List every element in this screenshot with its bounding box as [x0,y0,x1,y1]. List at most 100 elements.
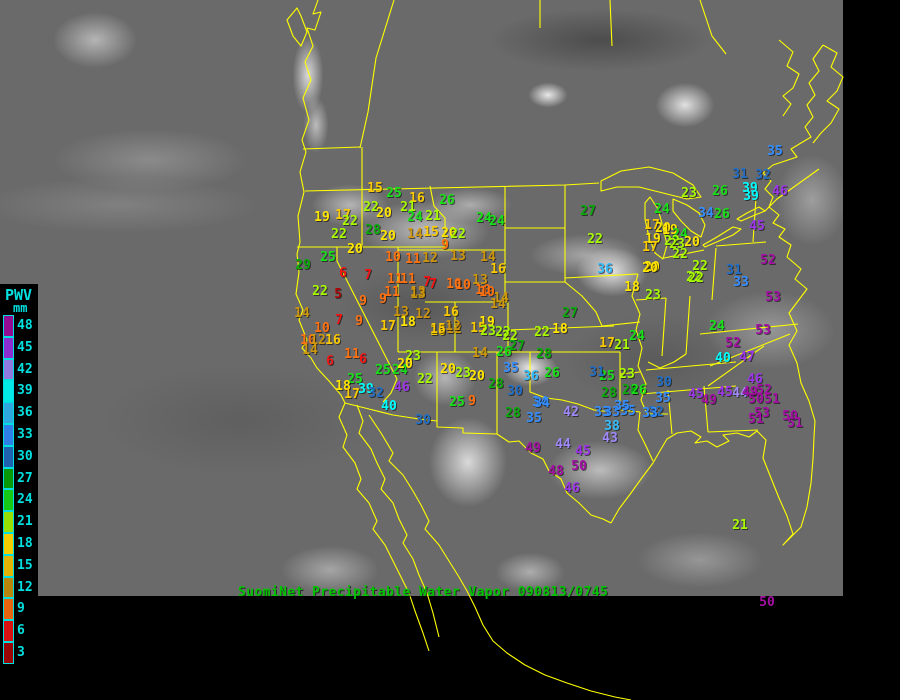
station-value: 45 [575,443,591,459]
station-value: 24 [407,209,423,225]
station-value: 40 [381,398,397,414]
station-value: 33 [594,404,610,420]
legend-swatch [3,336,14,359]
station-value: 20 [644,259,660,275]
station-value: 17 [344,386,360,402]
station-value: 5 [334,286,342,302]
station-value: 28 [601,385,617,401]
station-value: 15 [430,321,446,337]
station-value: 10 [455,277,471,293]
station-value: 32 [648,404,664,420]
station-value: 25 [599,368,615,384]
station-value: 28 [488,376,504,392]
legend-unit: mm [13,301,28,315]
station-value: 23 [669,236,685,252]
legend-swatch [3,358,14,381]
legend-swatch [3,402,14,424]
station-value: 15 [367,180,383,196]
legend-value: 15 [17,557,33,573]
station-value: 25 [347,371,363,387]
station-value: 35 [655,390,671,406]
station-value: 17 [642,239,658,255]
legend-entry: 39 [3,380,37,403]
station-value: 22 [331,226,347,242]
station-value: 52 [760,252,776,268]
station-value: 13 [472,272,488,288]
station-value: 25 [386,185,402,201]
station-value: 20 [347,241,363,257]
station-value: 33 [733,274,749,290]
station-value: 19 [314,209,330,225]
station-value: 53 [755,322,771,338]
station-value: 10 [385,249,401,265]
station-value: 44 [555,436,571,452]
station-value: 11 [344,346,360,362]
station-value: 24 [654,201,670,217]
station-value: 35 [526,410,542,426]
station-value: 27 [562,305,578,321]
station-value: 16 [325,332,341,348]
station-value: 33 [604,404,620,420]
legend-entry: 3 [3,641,37,664]
station-value: 35 [614,398,630,414]
legend-swatch [3,620,14,642]
station-value: 34 [534,395,550,411]
legend-entry: 48 [3,315,37,337]
station-value: 22 [534,324,550,340]
station-value: 15 [470,320,486,336]
station-value: 11 [384,284,400,300]
station-value: 20 [376,205,392,221]
station-value: 22 [450,226,466,242]
legend-value: 24 [17,492,33,508]
station-value: 46 [564,480,580,496]
legend-value: 45 [17,339,33,355]
station-value: 26 [439,192,455,208]
legend-swatch [3,445,14,468]
station-value: 24 [629,328,645,344]
station-value: 35 [503,360,519,376]
station-value: 26 [714,206,730,222]
legend-value: 6 [17,623,25,639]
station-value: 6 [339,265,347,281]
legend-value: 18 [17,535,33,551]
station-value: 39 [743,188,759,204]
station-value: 7 [429,276,437,292]
station-value: 11 [400,271,416,287]
station-value: 35 [620,403,636,419]
station-value: 22 [686,269,702,285]
station-value: 21 [732,517,748,533]
station-value: 51 [748,411,764,427]
station-value: 53 [754,405,770,421]
station-value: 43 [602,430,618,446]
station-value: 32 [755,167,771,183]
station-value: 20 [441,225,457,241]
legend-entry: 45 [3,336,37,359]
station-value: 20 [397,356,413,372]
station-value: 50 [759,594,775,610]
station-value: 23 [405,348,421,364]
station-value: 7 [423,274,431,290]
station-value: 23 [681,185,697,201]
station-value: 20 [642,260,658,276]
station-value: 14 [407,226,423,242]
station-value: 13 [450,248,466,264]
station-value: 23 [455,365,471,381]
legend-value: 39 [17,383,33,399]
station-value: 50 [571,458,587,474]
pwv-legend: PWV mm 48 45 42 39 36 33 30 27 24 21 18 15 12 9 6 3 [0,284,38,670]
station-value: 19 [645,231,661,247]
station-value: 16 [430,323,446,339]
station-value: 7 [364,267,372,283]
legend-entry: 18 [3,532,37,555]
legend-value: 12 [17,579,33,595]
station-value: 25 [320,249,336,265]
legend-scale: 48 45 42 39 36 33 30 27 24 21 18 15 12 9 6 3 [3,315,37,664]
station-value: 28 [505,405,521,421]
station-value: 14 [294,305,310,321]
station-value: 18 [400,314,416,330]
legend-swatch [3,489,14,512]
station-value: 14 [480,249,496,265]
station-value: 20 [469,368,485,384]
station-value: 25 [375,362,391,378]
